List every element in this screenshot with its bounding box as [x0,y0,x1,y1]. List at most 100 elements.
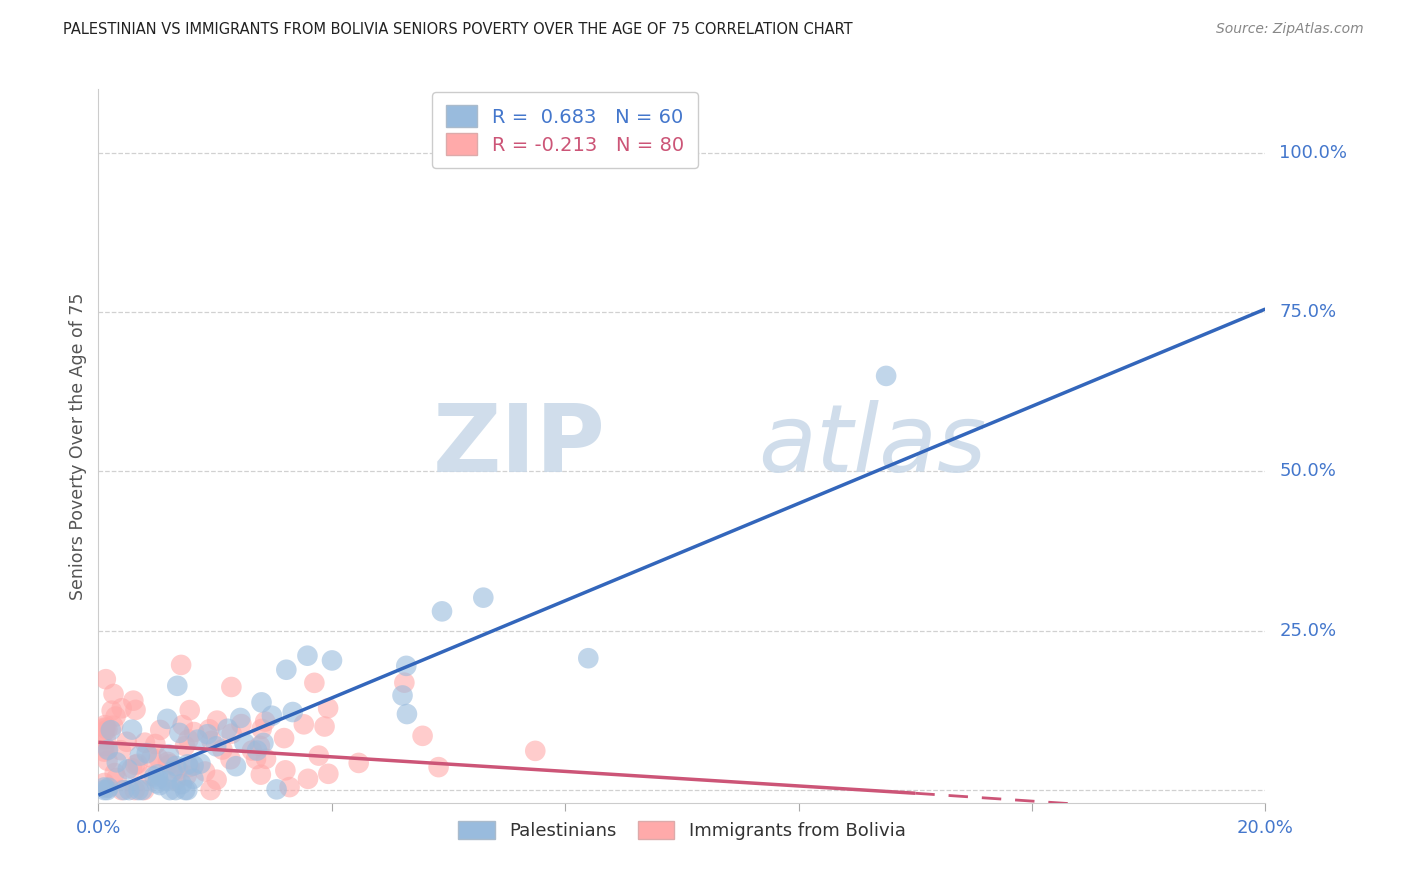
Point [105,771,128,785]
Point [174,739,197,753]
Point [427,760,450,774]
Point [117,762,139,776]
Point [128,783,150,797]
Point [149,778,172,792]
Point [205,714,228,728]
Point [165,773,187,788]
Point [231,717,253,731]
Point [97,742,120,756]
Point [179,703,201,717]
Point [875,368,897,383]
Point [273,731,295,745]
Point [146,776,169,790]
Point [314,719,336,733]
Point [221,680,243,694]
Point [274,764,297,778]
Point [394,675,416,690]
Point [412,729,434,743]
Point [124,703,146,717]
Point [304,676,326,690]
Text: 75.0%: 75.0% [1279,303,1337,321]
Point [139,769,162,783]
Point [96,783,118,797]
Point [121,723,143,737]
Point [198,723,221,737]
Point [121,761,143,775]
Text: 50.0%: 50.0% [1279,462,1336,481]
Point [94,721,117,735]
Text: atlas: atlas [758,401,986,491]
Point [200,783,222,797]
Point [249,739,271,753]
Point [395,706,418,721]
Point [183,758,205,772]
Point [278,780,301,794]
Point [128,748,150,763]
Point [93,745,115,759]
Point [176,783,198,797]
Point [179,760,201,774]
Point [135,746,157,760]
Point [170,777,193,791]
Point [467,139,489,153]
Point [166,763,188,777]
Point [250,767,273,781]
Point [100,704,122,718]
Point [260,708,283,723]
Point [143,737,166,751]
Point [134,736,156,750]
Point [104,709,127,723]
Point [94,732,117,747]
Point [93,724,115,739]
Point [105,756,128,770]
Point [111,701,134,715]
Point [165,783,187,797]
Point [104,766,127,780]
Point [157,747,180,762]
Point [170,657,193,672]
Point [149,723,172,737]
Point [266,782,288,797]
Point [205,772,228,787]
Point [146,767,169,781]
Point [576,651,599,665]
Point [110,743,132,757]
Point [127,756,149,771]
Point [472,591,495,605]
Point [321,653,343,667]
Point [159,783,181,797]
Point [197,727,219,741]
Point [217,722,239,736]
Point [159,757,181,772]
Point [240,743,263,757]
Point [430,604,453,618]
Point [134,783,156,797]
Point [93,776,115,790]
Point [183,725,205,739]
Point [93,721,115,735]
Point [124,783,146,797]
Point [176,768,198,782]
Point [169,726,191,740]
Point [308,748,330,763]
Point [143,769,166,783]
Point [115,735,138,749]
Point [100,723,122,738]
Point [177,732,200,747]
Point [316,701,339,715]
Point [174,783,197,797]
Point [110,783,132,797]
Point [524,744,547,758]
Text: Source: ZipAtlas.com: Source: ZipAtlas.com [1216,22,1364,37]
Point [124,757,146,772]
Point [318,766,340,780]
Point [156,712,179,726]
Point [211,742,233,756]
Point [225,759,247,773]
Point [156,774,179,789]
Point [297,772,319,786]
Point [194,764,217,779]
Point [176,757,198,772]
Point [93,783,115,797]
Point [94,718,117,732]
